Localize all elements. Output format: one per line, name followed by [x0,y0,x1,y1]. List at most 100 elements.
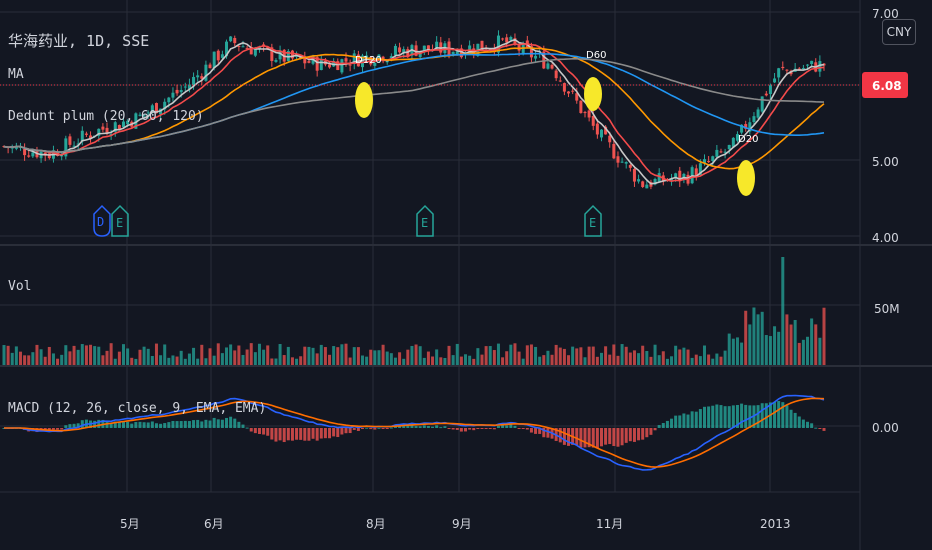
volume-bar [47,346,51,365]
candle-body [455,51,459,55]
candle-body [451,51,455,54]
macd-histogram-bar [142,422,146,428]
earnings-event-flag-3[interactable]: E [584,204,602,237]
candle-body [315,57,319,71]
candle-body [567,91,571,94]
macd-histogram-bar [814,427,818,429]
macd-histogram-bar [282,428,286,443]
earnings-event-flag-1[interactable]: E [111,204,129,237]
candle-body [773,78,777,83]
dividend-event-flag[interactable]: D [93,204,111,237]
volume-bar [719,356,723,365]
volume-bar [546,350,550,365]
price-tick-5: 5.00 [872,155,899,169]
candle-body [344,58,348,62]
volume-bar [274,358,278,365]
volume-bar [134,358,138,365]
macd-histogram-bar [797,416,801,428]
volume-bar [711,358,715,365]
volume-bar [616,355,620,365]
volume-bar [653,344,657,365]
volume-bar [756,314,760,365]
currency-button[interactable]: CNY [882,19,916,45]
macd-histogram-bar [245,427,249,429]
volume-bar [113,358,117,365]
candle-body [703,159,707,164]
candle-body [604,126,608,135]
volume-bar [200,344,204,365]
volume-bar [237,345,241,365]
macd-histogram-bar [678,415,682,428]
macd-histogram-bar [760,403,764,428]
volume-bar [192,347,196,365]
volume-bar [286,346,290,365]
macd-histogram-bar [138,421,142,428]
candle-body [822,63,826,66]
earnings-event-flag-2[interactable]: E [416,204,434,237]
volume-bar [641,345,645,365]
macd-histogram-bar [443,426,447,428]
candle-body [208,64,212,69]
macd-histogram-bar [558,428,562,443]
macd-histogram-bar [488,428,492,429]
candle-body [620,161,624,163]
candle-body [731,137,735,147]
candle-body [117,124,121,129]
candle-body [546,63,550,69]
ma-indicator-label[interactable]: MA [8,67,24,82]
macd-histogram-bar [587,428,591,448]
macd-histogram-bar [68,424,72,428]
macd-histogram-bar [154,423,158,428]
macd-histogram-bar [233,418,237,428]
volume-bar [525,345,529,365]
candle-body [818,61,822,72]
last-price-tag: 6.08 [862,72,908,98]
candle-body [220,54,224,58]
volume-bar [468,355,472,365]
candle-body [402,49,406,53]
volume-bar [315,353,319,365]
signal-line [4,397,825,468]
macd-histogram-bar [649,428,653,435]
candle-body [352,53,356,64]
volume-bar [328,354,332,365]
volume-bar [567,355,571,365]
candle-body [624,162,628,164]
volume-bar [344,343,348,365]
macd-histogram-bar [406,425,410,428]
macd-histogram-bar [365,427,369,429]
candle-body [797,68,801,70]
candle-body [435,41,439,49]
candle-body [550,64,554,69]
volume-bar [686,349,690,365]
volume-bar [282,355,286,365]
volume-pane-label[interactable]: Vol [8,279,31,294]
volume-bar [93,346,97,365]
volume-bar [505,351,509,365]
candle-body [101,126,105,130]
macd-histogram-bar [682,413,686,428]
dedunt-indicator-label[interactable]: Dedunt plum (20, 60, 120) [8,109,204,124]
volume-bar [307,346,311,365]
volume-bar [818,337,822,365]
volume-bar [377,350,381,365]
marker-d120-circle[interactable] [355,82,373,118]
volume-bar [311,347,315,365]
candle-body [801,68,805,70]
macd-histogram-bar [159,423,163,428]
volume-bar [360,355,364,365]
volume-bar [534,346,538,365]
macd-histogram-bar [56,428,60,430]
macd-histogram-bar [632,428,636,442]
volume-bar [373,350,377,365]
macd-histogram-bar [113,421,117,428]
macd-histogram-bar [773,401,777,428]
marker-d20-circle[interactable] [737,160,755,196]
volume-bar [146,348,150,365]
candle-body [612,143,616,159]
macd-pane-label[interactable]: MACD (12, 26, close, 9, EMA, EMA) [8,401,266,416]
marker-d60-circle[interactable] [584,77,602,111]
volume-bar [579,347,583,365]
volume-bar [39,349,43,365]
